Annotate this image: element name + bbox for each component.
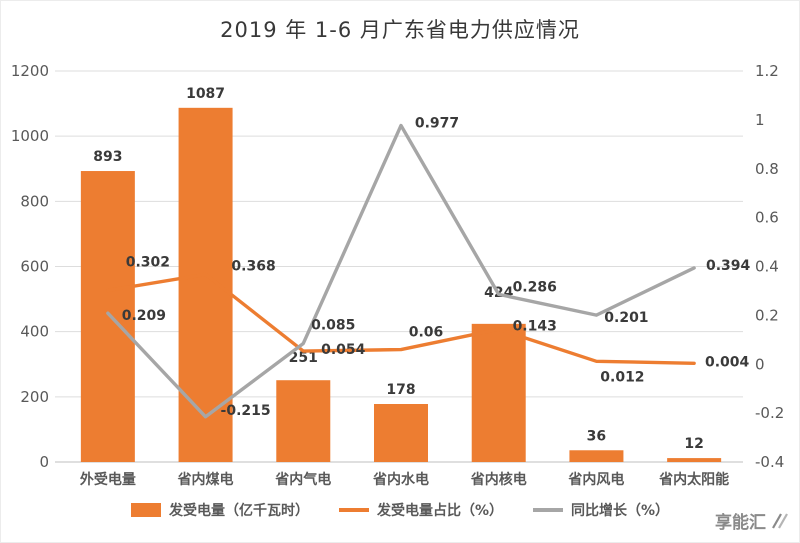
svg-text:0.209: 0.209	[122, 308, 166, 324]
legend-label-growth-line: 同比增长（%）	[571, 503, 670, 519]
svg-text:省内煤电: 省内煤电	[177, 471, 234, 488]
svg-text:省内太阳能: 省内太阳能	[658, 471, 729, 488]
svg-text:0: 0	[39, 453, 49, 471]
svg-text:0.004: 0.004	[705, 354, 750, 370]
svg-text:省内风电: 省内风电	[567, 471, 624, 488]
svg-text:400: 400	[20, 323, 49, 341]
svg-text:-0.215: -0.215	[221, 403, 271, 419]
svg-text:省内气电: 省内气电	[274, 471, 331, 488]
svg-text:0.286: 0.286	[513, 279, 557, 295]
svg-text:0.054: 0.054	[321, 342, 366, 358]
svg-text:200: 200	[20, 388, 49, 406]
svg-text:1: 1	[755, 111, 765, 129]
svg-text:600: 600	[20, 258, 49, 276]
legend-item-bar: 发受电量（亿千瓦时）	[130, 500, 309, 520]
legend-label-share-line: 发受电量占比（%）	[376, 503, 503, 519]
watermark-logo-icon	[772, 512, 788, 529]
svg-text:12: 12	[684, 436, 703, 452]
svg-text:0.977: 0.977	[415, 115, 459, 131]
svg-text:251: 251	[289, 350, 318, 366]
svg-text:1087: 1087	[186, 86, 225, 102]
svg-text:178: 178	[386, 382, 415, 398]
svg-text:0.6: 0.6	[755, 209, 779, 227]
svg-text:0.4: 0.4	[755, 258, 779, 276]
svg-text:0.085: 0.085	[311, 317, 355, 333]
svg-text:-0.4: -0.4	[755, 453, 784, 471]
chart-title: 2019 年 1-6 月广东省电力供应情况	[220, 18, 580, 42]
svg-text:1200: 1200	[11, 62, 49, 80]
svg-text:0.8: 0.8	[755, 160, 779, 178]
chart-svg: 0 200 400 600 800 1000 1200 -0.4 -0.2 0 0.2 0.4 0.6 0…	[11, 62, 784, 488]
svg-text:省内核电: 省内核电	[470, 471, 527, 488]
svg-text:1.2: 1.2	[755, 62, 779, 80]
svg-text:0.06: 0.06	[409, 325, 444, 341]
svg-text:省内水电: 省内水电	[372, 471, 429, 488]
svg-text:0.302: 0.302	[126, 254, 170, 270]
legend-item-share-line: 发受电量占比（%）	[338, 500, 503, 520]
chart-legend: 发受电量（亿千瓦时） 发受电量占比（%） 同比增长（%）	[1, 491, 799, 529]
growth-line-swatch	[533, 508, 563, 512]
svg-text:1000: 1000	[11, 127, 49, 145]
bar-series-swatch	[130, 503, 161, 517]
svg-text:36: 36	[587, 428, 606, 444]
legend-label-bar: 发受电量（亿千瓦时）	[168, 503, 309, 519]
svg-text:外受电量: 外受电量	[80, 471, 136, 488]
svg-text:893: 893	[93, 149, 122, 165]
svg-text:0: 0	[755, 355, 765, 373]
watermark: 享能汇	[715, 508, 789, 533]
svg-text:0.2: 0.2	[755, 306, 779, 324]
svg-text:800: 800	[20, 192, 49, 210]
svg-text:0.394: 0.394	[706, 258, 751, 274]
svg-text:-0.2: -0.2	[755, 404, 784, 422]
svg-text:0.368: 0.368	[231, 258, 275, 274]
svg-text:0.201: 0.201	[604, 310, 648, 326]
svg-text:0.143: 0.143	[513, 318, 557, 334]
watermark-text: 享能汇	[715, 513, 766, 533]
legend-item-growth-line: 同比增长（%）	[533, 500, 669, 520]
share-line-swatch	[338, 508, 369, 512]
svg-text:0.012: 0.012	[600, 369, 644, 385]
